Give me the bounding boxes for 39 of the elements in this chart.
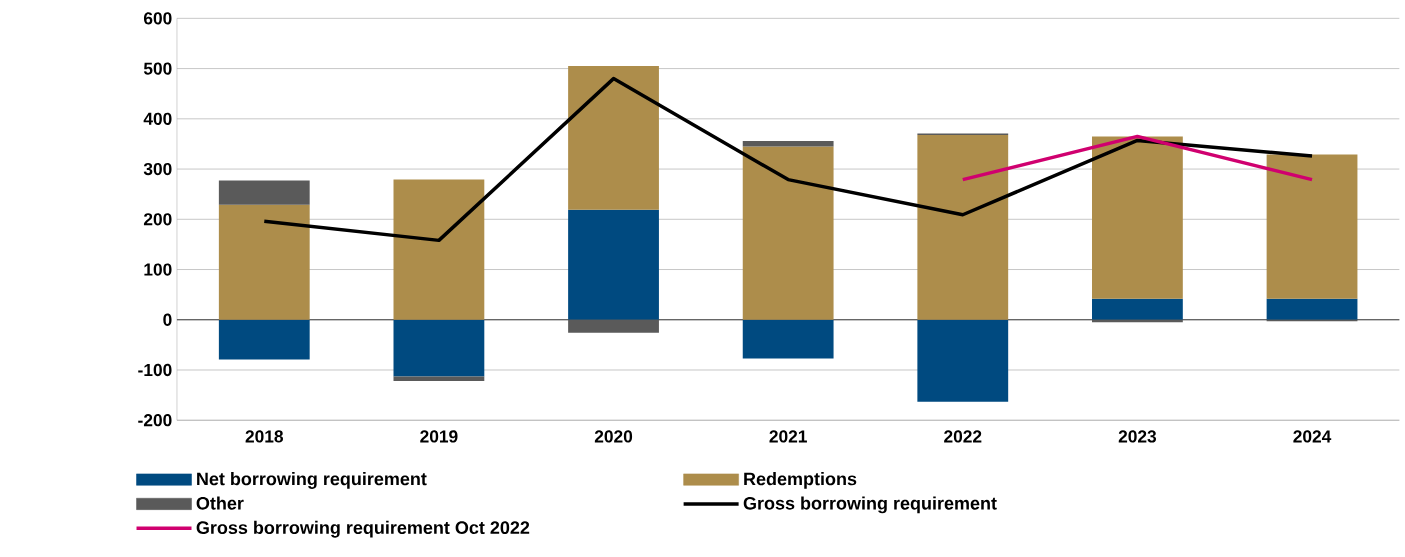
bar	[917, 134, 1009, 320]
legend-label: Other	[196, 496, 244, 510]
bar	[218, 319, 310, 360]
y-tick-label: -200	[138, 414, 172, 427]
y-tick-label: 600	[143, 12, 172, 25]
bar	[218, 180, 310, 205]
bar	[568, 65, 659, 210]
y-tick-label: -100	[138, 363, 172, 377]
bar	[1092, 136, 1183, 299]
bar	[568, 319, 659, 333]
bar	[218, 204, 310, 320]
y-tick-label: 100	[144, 263, 172, 276]
y-tick-label: 500	[143, 62, 172, 75]
bar	[917, 319, 1009, 402]
y-tick-label: 300	[143, 162, 172, 176]
legend-label: Net borrowing requirement	[197, 471, 427, 489]
x-tick-label: 2018	[245, 430, 284, 443]
bar	[568, 209, 659, 320]
bar	[1092, 298, 1183, 320]
x-tick-label: 2024	[1293, 430, 1332, 443]
y-tick-label: 400	[143, 112, 172, 125]
bar	[742, 146, 834, 320]
bar	[742, 140, 834, 147]
x-tick-label: 2022	[944, 430, 982, 443]
x-tick-label: 2023	[1118, 430, 1157, 443]
bar	[1266, 154, 1358, 299]
x-tick-label: 2020	[594, 430, 633, 443]
bar	[742, 319, 834, 359]
legend-label: Redemptions	[744, 471, 857, 489]
y-tick-label: 0	[163, 313, 172, 326]
bar	[393, 319, 485, 377]
line-series	[262, 76, 1314, 243]
legend-label: Gross borrowing requirement Oct 2022	[196, 520, 530, 538]
bar	[1266, 298, 1358, 320]
bar	[393, 179, 485, 320]
legend-label: Gross borrowing requirement	[743, 496, 997, 514]
x-tick-label: 2021	[769, 430, 807, 443]
x-tick-label: 2019	[420, 430, 458, 443]
y-tick-label: 200	[143, 213, 172, 226]
